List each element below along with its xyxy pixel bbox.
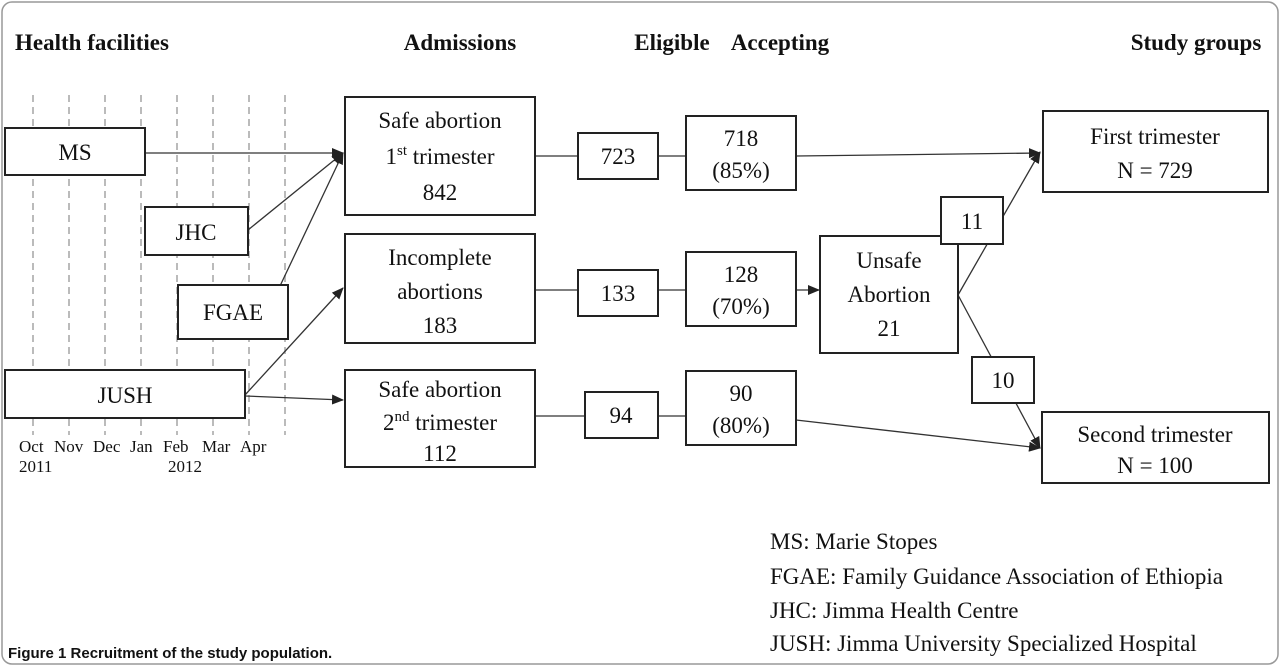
- year: 2012: [168, 457, 202, 476]
- node-text: N = 100: [1117, 453, 1193, 478]
- box: [584, 391, 659, 439]
- shape: trimester: [410, 410, 498, 435]
- node-text: 10: [992, 368, 1015, 393]
- node-text: 128: [724, 262, 759, 287]
- node-text: 2nd trimester: [383, 409, 497, 435]
- node-text: 21: [878, 316, 901, 341]
- month: Mar: [202, 437, 231, 456]
- caption: Figure 1 Recruitment of the study popula…: [8, 645, 332, 662]
- shape: Figure 1: [8, 645, 66, 662]
- node-text: (85%): [712, 158, 769, 183]
- month: Jan: [130, 437, 153, 456]
- header: Eligible: [634, 30, 709, 55]
- node-text: 11: [961, 209, 983, 234]
- month: Dec: [93, 437, 121, 456]
- month: Apr: [240, 437, 267, 456]
- node-text: Unsafe: [856, 248, 921, 273]
- node-text: 112: [423, 441, 457, 466]
- box: [177, 284, 289, 340]
- legend-item: MS: Marie Stopes: [770, 529, 937, 554]
- eligible-boxes: 723 133 94: [577, 132, 659, 439]
- month: Nov: [54, 437, 84, 456]
- shape: 1: [385, 144, 397, 169]
- node-text: 1st trimester: [385, 143, 494, 169]
- header: Health facilities: [15, 30, 169, 55]
- admission-boxes: Safe abortion 1st trimester 842 Incomple…: [344, 96, 536, 468]
- connector: [795, 148, 1041, 159]
- box: [1042, 110, 1269, 193]
- unsafe-box: Unsafe Abortion 21: [819, 235, 959, 354]
- connector: [795, 419, 1041, 452]
- month: Feb: [163, 437, 189, 456]
- box: [685, 115, 797, 191]
- box: [4, 127, 146, 176]
- node-text: abortions: [397, 279, 483, 304]
- facility: FGAE: [203, 300, 263, 325]
- box: [971, 356, 1035, 404]
- facility: JUSH: [98, 383, 153, 408]
- connector: [247, 152, 344, 231]
- facility: MS: [58, 140, 91, 165]
- box: [4, 369, 246, 419]
- node-text: Second trimester: [1077, 422, 1233, 447]
- node-text: Safe abortion: [378, 108, 502, 133]
- node-text: 718: [724, 126, 759, 151]
- box: [144, 206, 249, 256]
- node-text: N = 729: [1117, 158, 1193, 183]
- timeline: Oct Nov Dec Jan Feb Mar Apr 2011 2012: [19, 95, 286, 476]
- headers: Health facilities Admissions Eligible Ac…: [15, 30, 1261, 55]
- node-text: 94: [610, 403, 634, 428]
- facility: JHC: [176, 220, 217, 245]
- node-text: 90: [730, 381, 753, 406]
- box: [577, 132, 659, 180]
- node-text: Safe abortion: [378, 377, 502, 402]
- header: Accepting: [731, 30, 830, 55]
- accepting-boxes: 718 (85%) 128 (70%) 90 (80%): [685, 115, 797, 446]
- connector: [279, 152, 344, 287]
- node-text: 183: [423, 313, 458, 338]
- box: [1041, 411, 1270, 484]
- box: [685, 370, 797, 446]
- box: [685, 251, 797, 327]
- node-text: (80%): [712, 413, 769, 438]
- node-text: 133: [601, 281, 636, 306]
- node-text: Incomplete: [388, 245, 491, 270]
- header: Admissions: [404, 30, 517, 55]
- node-text: (70%): [712, 294, 769, 319]
- facility-boxes: MS JHC FGAE JUSH: [4, 127, 289, 419]
- box: [819, 235, 959, 354]
- node-text: 842: [423, 180, 458, 205]
- year: 2011: [19, 457, 52, 476]
- header: Study groups: [1131, 30, 1262, 55]
- legend-item: JHC: Jimma Health Centre: [770, 598, 1019, 623]
- group-boxes: First trimester N = 729 Second trimester…: [1041, 110, 1270, 484]
- box: [344, 96, 536, 216]
- node-text: 723: [601, 144, 636, 169]
- shape: Recruitment of the study population.: [66, 645, 332, 662]
- shape: st: [397, 143, 408, 159]
- month: Oct: [19, 437, 44, 456]
- node-text: First trimester: [1090, 124, 1220, 149]
- node-text: Abortion: [847, 282, 931, 307]
- box: [577, 269, 659, 317]
- legend-item: JUSH: Jimma University Specialized Hospi…: [770, 631, 1197, 656]
- shape: nd: [395, 409, 411, 425]
- legend-item: FGAE: Family Guidance Association of Eth…: [770, 564, 1223, 589]
- shape: 2: [383, 410, 395, 435]
- box: [344, 369, 536, 468]
- connector: [244, 394, 344, 405]
- shape: trimester: [407, 144, 495, 169]
- legend: MS: Marie Stopes FGAE: Family Guidance A…: [770, 529, 1223, 656]
- connector: [244, 287, 344, 396]
- box: [344, 233, 536, 344]
- split-boxes: 11 10: [940, 196, 1035, 404]
- box: [940, 196, 1004, 245]
